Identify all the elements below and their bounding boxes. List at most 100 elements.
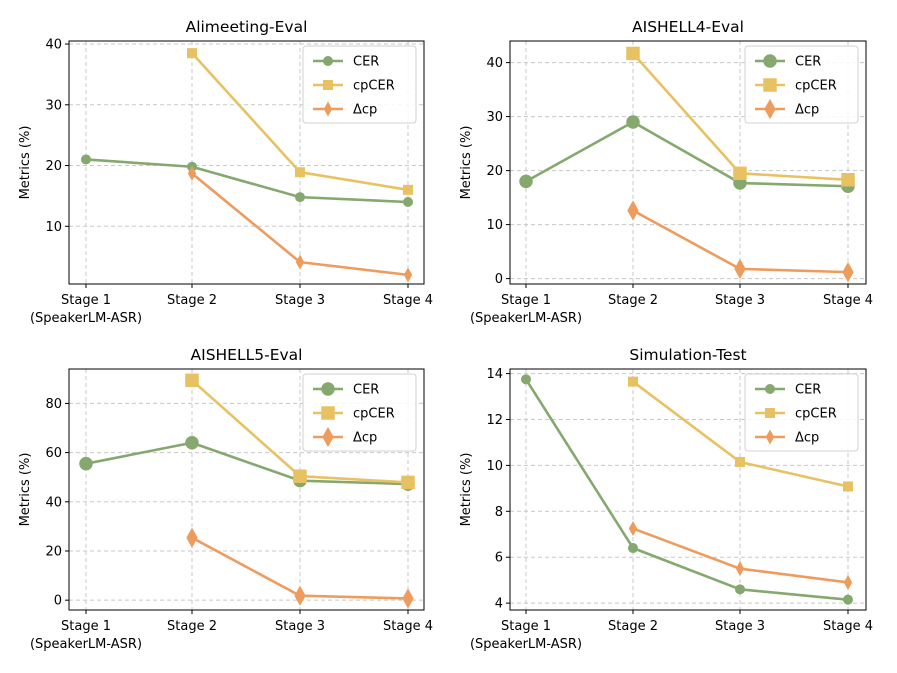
legend-marker-delta-cp xyxy=(323,101,333,117)
y-tick-label: 60 xyxy=(45,446,62,461)
data-point-delta-cp xyxy=(842,261,854,283)
x-tick-label: Stage 1 (SpeakerLM-ASR) xyxy=(470,293,582,326)
data-point-cer xyxy=(521,374,531,385)
data-point-delta-cp xyxy=(186,527,198,548)
legend-label-delta-cp: Δcp xyxy=(795,431,819,446)
y-axis-label: Metrics (%) xyxy=(459,126,474,200)
data-point-cpcer xyxy=(293,469,307,483)
legend-box xyxy=(302,45,417,124)
data-point-cpcer xyxy=(843,481,853,492)
legend-marker-delta-cp xyxy=(765,429,775,445)
axes-frame xyxy=(68,368,425,611)
legend-marker-cpcer xyxy=(765,408,775,418)
axes-frame xyxy=(509,368,867,611)
data-point-delta-cp xyxy=(187,165,197,181)
legend-label-cer: CER xyxy=(795,383,821,398)
data-point-cer xyxy=(626,115,640,129)
chart-title: Simulation-Test xyxy=(629,346,746,364)
legend-marker-delta-cp xyxy=(764,98,776,120)
series-line-cer xyxy=(84,158,410,204)
x-tick-label: Stage 3 xyxy=(715,619,765,634)
data-point-cpcer xyxy=(735,456,745,467)
data-point-cer xyxy=(628,543,638,554)
x-tick-label: Stage 4 xyxy=(383,293,433,308)
legend-label-cpcer: cpCER xyxy=(353,407,395,422)
x-tick-label: Stage 3 xyxy=(275,293,325,308)
axes-frame xyxy=(68,40,425,285)
legend-label-cpcer: cpCER xyxy=(795,407,837,422)
legend: CER cpCER Δcp xyxy=(744,45,859,124)
data-point-cpcer xyxy=(626,46,640,61)
chart-title: Alimeeting-Eval xyxy=(186,18,308,36)
data-point-cpcer xyxy=(187,48,197,59)
y-tick-label: 14 xyxy=(486,367,503,382)
legend-marker-delta-cp xyxy=(322,426,334,448)
data-point-cer xyxy=(81,154,91,165)
chart-panel-3: 0 20 40 60 80 Stage 1 (SpeakerLM-ASR) Stage 2 St… xyxy=(18,346,433,652)
chart-panel-4: 4 6 8 10 12 14 Stage 1 (SpeakerLM-ASR) Stage 2 St… xyxy=(459,346,873,652)
y-tick-label: 80 xyxy=(45,397,62,412)
y-tick-label: 10 xyxy=(486,218,503,233)
legend: CER cpCER Δcp xyxy=(302,45,417,124)
y-tick-label: 40 xyxy=(45,495,62,510)
series-line-cer xyxy=(524,120,850,188)
data-point-cpcer xyxy=(841,173,855,187)
x-tick-label: Stage 1 (SpeakerLM-ASR) xyxy=(30,293,142,326)
x-tick-label: Stage 2 xyxy=(608,293,658,308)
data-point-cpcer xyxy=(403,184,413,195)
legend-label-delta-cp: Δcp xyxy=(353,103,377,118)
y-tick-label: 4 xyxy=(495,597,503,612)
y-tick-label: 30 xyxy=(486,110,503,125)
data-point-delta-cp xyxy=(627,200,639,221)
data-point-cpcer xyxy=(185,373,199,388)
legend-label-cer: CER xyxy=(353,383,379,398)
x-tick-label: Stage 4 xyxy=(823,619,873,634)
legend-marker-cpcer xyxy=(321,406,335,420)
legend-label-cer: CER xyxy=(353,55,379,70)
y-tick-label: 0 xyxy=(54,594,62,609)
data-point-delta-cp xyxy=(295,254,305,270)
x-tick-label: Stage 1 (SpeakerLM-ASR) xyxy=(30,619,142,652)
legend-marker-cpcer xyxy=(323,80,333,90)
legend-label-cpcer: cpCER xyxy=(795,79,837,94)
data-point-delta-cp xyxy=(843,574,853,590)
data-point-cpcer xyxy=(733,166,747,181)
y-tick-label: 12 xyxy=(486,413,503,428)
y-tick-label: 10 xyxy=(486,459,503,474)
chart-panel-2: 0 10 20 30 40 Stage 1 (SpeakerLM-ASR) Stage 2 St… xyxy=(459,18,873,326)
data-point-delta-cp xyxy=(734,258,746,280)
legend: CER cpCER Δcp xyxy=(302,373,417,452)
y-tick-label: 6 xyxy=(495,551,503,566)
x-tick-label: Stage 1 (SpeakerLM-ASR) xyxy=(470,619,582,652)
series-line-cer xyxy=(84,441,410,486)
data-point-cer xyxy=(735,584,745,595)
data-point-cer xyxy=(79,456,93,471)
data-point-delta-cp xyxy=(735,561,745,577)
data-point-cer xyxy=(519,174,533,189)
data-point-cer xyxy=(295,192,305,203)
y-axis-label: Metrics (%) xyxy=(18,126,33,200)
x-tick-label: Stage 2 xyxy=(167,619,217,634)
axes-frame xyxy=(509,40,867,285)
data-point-delta-cp xyxy=(402,588,414,609)
x-tick-label: Stage 3 xyxy=(275,619,325,634)
data-point-cer xyxy=(843,594,853,605)
y-tick-label: 8 xyxy=(495,505,503,520)
legend-label-cer: CER xyxy=(795,55,821,70)
y-tick-label: 10 xyxy=(45,220,62,235)
y-tick-label: 40 xyxy=(45,38,62,53)
legend-marker-cer xyxy=(321,382,335,396)
x-tick-label: Stage 4 xyxy=(823,293,873,308)
y-tick-label: 0 xyxy=(495,272,503,287)
legend-box xyxy=(744,373,859,452)
series-line-cer xyxy=(524,378,850,601)
y-tick-label: 20 xyxy=(45,544,62,559)
legend-marker-cer xyxy=(323,56,333,66)
y-tick-label: 20 xyxy=(486,164,503,179)
y-tick-label: 30 xyxy=(45,98,62,113)
legend-marker-cer xyxy=(765,384,775,394)
data-point-delta-cp xyxy=(294,585,306,606)
x-tick-label: Stage 2 xyxy=(167,293,217,308)
data-point-delta-cp xyxy=(403,267,413,283)
